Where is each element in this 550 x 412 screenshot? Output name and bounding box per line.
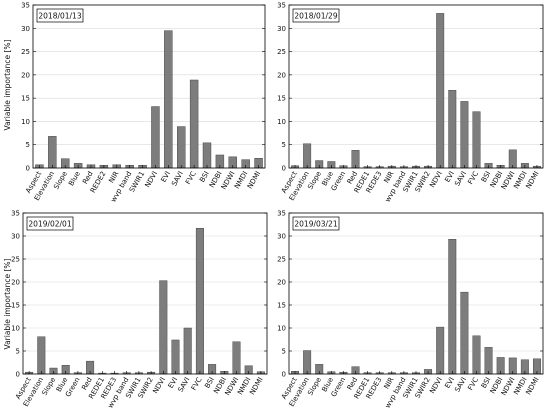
panel-date-label: 2019/03/21 bbox=[294, 220, 337, 229]
y-tick-label: 30 bbox=[21, 25, 30, 33]
y-tick-label: 0 bbox=[26, 165, 30, 173]
bar-evi bbox=[448, 90, 457, 169]
figure-ylabel-bottom: Variable importance [%] bbox=[3, 258, 12, 349]
bar-evi bbox=[164, 30, 173, 169]
bar-elevation bbox=[303, 143, 312, 169]
axes-frame bbox=[32, 4, 266, 169]
bar-savi bbox=[460, 291, 469, 375]
bar-fvc bbox=[189, 79, 199, 169]
y-tick-label: 30 bbox=[277, 233, 286, 241]
bar-evi bbox=[171, 339, 180, 375]
figure-ylabel-top: Variable importance [%] bbox=[3, 39, 12, 130]
date-box bbox=[36, 8, 84, 23]
y-tick-label: 35 bbox=[277, 210, 286, 218]
y-tick-label: 35 bbox=[11, 210, 20, 218]
axes-frame bbox=[288, 4, 544, 169]
y-tick-label: 15 bbox=[277, 95, 286, 103]
y-tick-label: 25 bbox=[277, 256, 286, 264]
y-tick-label: 30 bbox=[277, 25, 286, 33]
bar-evi bbox=[448, 239, 457, 375]
axes-frame bbox=[22, 212, 268, 375]
y-tick-label: 0 bbox=[282, 371, 286, 379]
y-tick-label: 20 bbox=[277, 71, 286, 79]
bar-elevation bbox=[48, 136, 57, 169]
y-tick-label: 5 bbox=[282, 348, 286, 356]
y-tick-label: 15 bbox=[11, 302, 20, 310]
y-tick-label: 35 bbox=[21, 2, 30, 10]
date-box bbox=[292, 216, 340, 231]
bar-bsi bbox=[484, 347, 493, 375]
y-tick-label: 10 bbox=[277, 118, 286, 126]
bar-fvc bbox=[195, 227, 204, 375]
y-tick-label: 20 bbox=[21, 71, 30, 79]
bar-elevation bbox=[37, 336, 46, 375]
bar-ndvi bbox=[151, 106, 160, 169]
y-tick-label: 5 bbox=[282, 141, 286, 149]
axes-frame bbox=[288, 212, 544, 375]
y-tick-label: 0 bbox=[282, 165, 286, 173]
bar-elevation bbox=[303, 350, 312, 375]
bar-fvc bbox=[472, 335, 481, 375]
panel-date-label: 2018/01/13 bbox=[38, 12, 81, 21]
bar-bsi bbox=[202, 142, 212, 169]
date-box bbox=[26, 216, 74, 231]
y-tick-label: 25 bbox=[11, 256, 20, 264]
y-tick-label: 10 bbox=[21, 118, 30, 126]
y-tick-label: 20 bbox=[277, 279, 286, 287]
bar-ndvi bbox=[436, 13, 445, 169]
bar-savi bbox=[460, 101, 469, 169]
y-tick-label: 25 bbox=[21, 48, 30, 56]
y-tick-label: 10 bbox=[11, 325, 20, 333]
bar-savi bbox=[183, 327, 192, 375]
y-tick-label: 10 bbox=[277, 325, 286, 333]
y-tick-label: 35 bbox=[277, 2, 286, 10]
y-tick-label: 0 bbox=[16, 371, 20, 379]
bar-ndvi bbox=[436, 326, 445, 375]
bar-ndwi bbox=[232, 341, 241, 375]
panel-date-label: 2019/02/01 bbox=[28, 220, 71, 229]
y-tick-label: 20 bbox=[11, 279, 20, 287]
panel-date-label: 2018/01/29 bbox=[294, 12, 337, 21]
bar-ndvi bbox=[159, 280, 168, 375]
bar-fvc bbox=[472, 111, 481, 169]
y-tick-label: 15 bbox=[21, 95, 30, 103]
y-tick-label: 30 bbox=[11, 233, 20, 241]
y-tick-label: 15 bbox=[277, 302, 286, 310]
y-tick-label: 25 bbox=[277, 48, 286, 56]
bar-savi bbox=[177, 126, 186, 169]
y-tick-label: 5 bbox=[26, 141, 30, 149]
date-box bbox=[292, 8, 340, 23]
y-tick-label: 5 bbox=[16, 348, 20, 356]
